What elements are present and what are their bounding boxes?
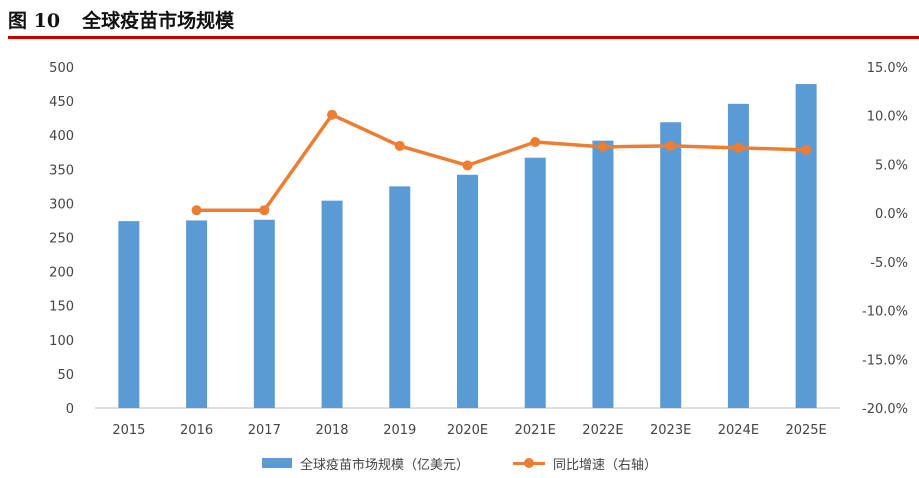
x-tick-label: 2024E bbox=[718, 423, 759, 438]
x-tick-label: 2015 bbox=[112, 423, 145, 438]
growth-point bbox=[259, 205, 270, 216]
y-right-tick-label: 0.0% bbox=[875, 207, 908, 222]
bar bbox=[321, 200, 343, 408]
legend-item-bar: 全球疫苗市场规模（亿美元） bbox=[261, 454, 469, 473]
y-left-tick-label: 450 bbox=[49, 95, 74, 110]
figure-number: 图 10 bbox=[8, 10, 61, 32]
growth-point bbox=[665, 140, 676, 151]
growth-point bbox=[191, 205, 202, 216]
chart: 0 50 100 150 200 250 300 350 400 450 500 -20.0% -15.… bbox=[49, 61, 908, 438]
y-left-tick-label: 100 bbox=[49, 334, 74, 349]
y-right-tick-label: 5.0% bbox=[875, 158, 908, 173]
bar bbox=[727, 103, 749, 408]
bar bbox=[592, 140, 614, 408]
bar bbox=[253, 219, 275, 408]
x-tick-label: 2025E bbox=[785, 423, 826, 438]
figure-title: 图 10 全球疫苗市场规模 bbox=[8, 6, 234, 33]
x-tick-label: 2023E bbox=[650, 423, 691, 438]
growth-point bbox=[462, 160, 473, 171]
y-left-tick-label: 200 bbox=[49, 266, 74, 281]
y-left-tick-label: 350 bbox=[49, 163, 74, 178]
bar bbox=[118, 221, 140, 408]
bar bbox=[660, 122, 682, 408]
x-tick-label: 2018 bbox=[315, 423, 348, 438]
y-right-tick-label: 15.0% bbox=[867, 61, 908, 76]
figure-title-text: 全球疫苗市场规模 bbox=[82, 10, 235, 32]
x-tick-label: 2022E bbox=[582, 423, 623, 438]
title-rule bbox=[8, 36, 919, 39]
x-tick-label: 2019 bbox=[383, 423, 416, 438]
growth-point bbox=[327, 109, 338, 120]
x-tick-label: 2016 bbox=[180, 423, 213, 438]
growth-line bbox=[196, 112, 807, 212]
x-tick-label: 2017 bbox=[248, 423, 281, 438]
y-left-tick-label: 50 bbox=[57, 368, 74, 383]
bar bbox=[457, 174, 478, 408]
y-right-tick-label: 10.0% bbox=[867, 110, 908, 125]
bar bbox=[524, 157, 546, 408]
legend-label-bar: 全球疫苗市场规模（亿美元） bbox=[299, 457, 469, 473]
growth-point bbox=[597, 141, 608, 152]
y-left-tick-label: 150 bbox=[49, 300, 74, 315]
y-left-tick-label: 0 bbox=[66, 402, 74, 417]
y-right-tick-label: -20.0% bbox=[862, 402, 908, 417]
growth-point bbox=[733, 142, 744, 153]
y-left-tick-label: 300 bbox=[49, 197, 74, 212]
bar bbox=[795, 84, 817, 409]
y-right-tick-label: -10.0% bbox=[862, 305, 908, 320]
y-left-tick-label: 250 bbox=[49, 232, 74, 247]
y-left-tick-label: 500 bbox=[49, 61, 74, 76]
y-right-tick-label: -5.0% bbox=[870, 256, 908, 271]
growth-point bbox=[530, 137, 541, 148]
growth-point bbox=[394, 140, 405, 151]
legend: 全球疫苗市场规模（亿美元） 同比增速（右轴） bbox=[0, 452, 919, 474]
legend-label-line: 同比增速（右轴） bbox=[553, 457, 658, 473]
legend-swatch-bar bbox=[261, 458, 292, 468]
figure-header: 图 10 全球疫苗市场规模 bbox=[0, 0, 919, 40]
legend-item-line: 同比增速（右轴） bbox=[513, 454, 657, 473]
y-left-tick-label: 400 bbox=[49, 129, 74, 144]
y-right-tick-label: -15.0% bbox=[862, 353, 908, 368]
x-tick-label: 2021E bbox=[515, 423, 556, 438]
bar bbox=[389, 186, 411, 408]
x-tick-label: 2020E bbox=[447, 423, 488, 438]
bar bbox=[186, 220, 208, 408]
growth-point bbox=[801, 144, 812, 155]
legend-swatch-line bbox=[513, 458, 545, 468]
